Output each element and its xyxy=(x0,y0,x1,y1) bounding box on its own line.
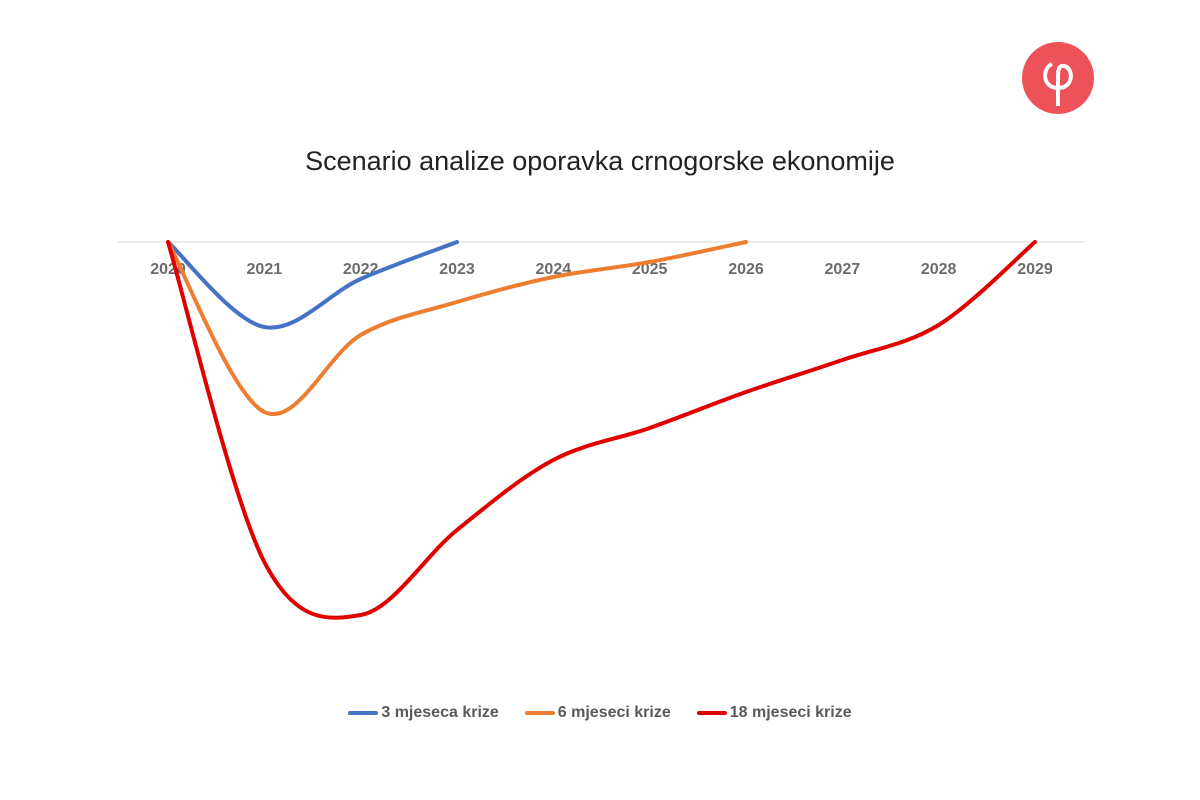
legend-item: 3 mjeseca krize xyxy=(348,704,499,722)
series-line-1 xyxy=(166,240,459,330)
legend-label: 6 mjeseci krize xyxy=(557,704,671,721)
series-line-2 xyxy=(166,240,748,417)
logo-phi-icon xyxy=(1022,42,1094,114)
chart-title: Scenario analize oporavka crnogorske eko… xyxy=(305,146,895,176)
x-tick-label: 2027 xyxy=(825,261,861,278)
series-line-3 xyxy=(166,240,1037,620)
x-tick-label: 2023 xyxy=(439,261,475,278)
legend-swatch xyxy=(348,711,379,715)
x-tick-label: 2026 xyxy=(728,261,764,278)
legend-label: 18 mjeseci krize xyxy=(729,704,852,721)
x-tick-label: 2021 xyxy=(247,261,283,278)
x-tick-label: 2029 xyxy=(1017,261,1053,278)
legend-item: 6 mjeseci krize xyxy=(524,704,671,722)
legend-item: 18 mjeseci krize xyxy=(696,704,852,722)
legend-label: 3 mjeseca krize xyxy=(381,704,499,721)
legend-swatch xyxy=(696,711,727,715)
legend-swatch xyxy=(524,711,555,715)
legend: 3 mjeseca krize 6 mjeseci krize 18 mjeseci… xyxy=(0,704,1200,722)
x-tick-label: 2028 xyxy=(921,261,957,278)
